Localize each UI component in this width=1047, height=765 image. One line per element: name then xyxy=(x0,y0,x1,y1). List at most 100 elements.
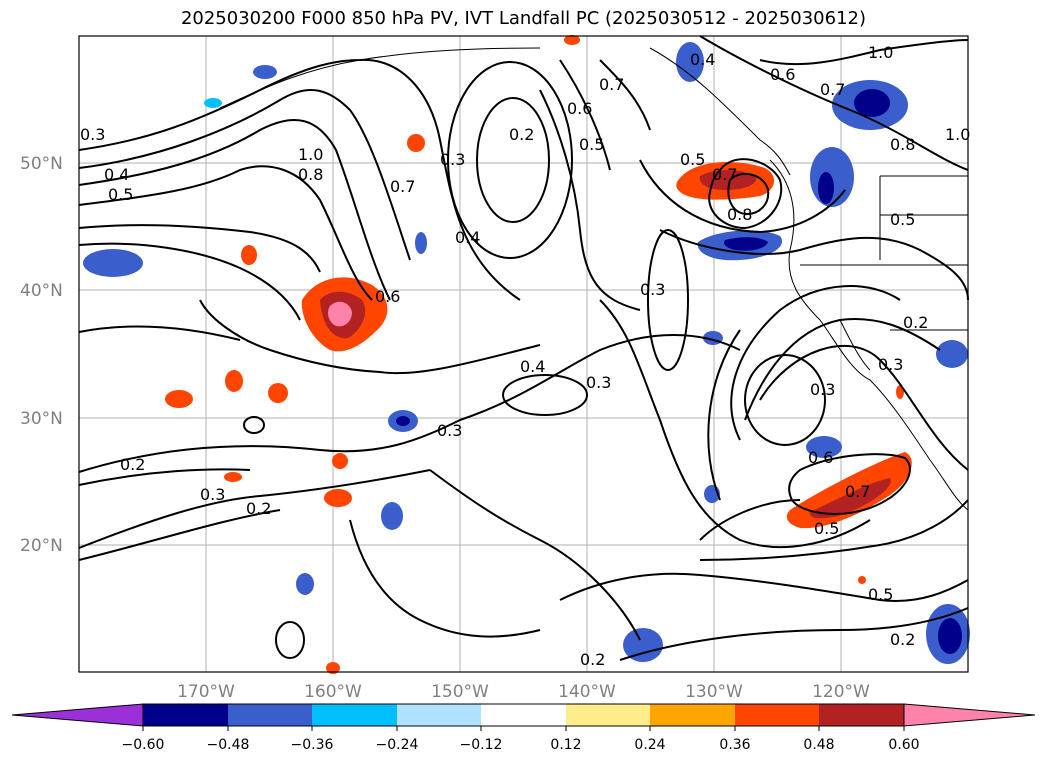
pv-negative-patch xyxy=(806,436,842,458)
contour-label: 0.8 xyxy=(727,205,752,224)
pv-negative-patch xyxy=(623,628,663,662)
contour-label: 0.7 xyxy=(820,80,845,99)
pv-positive-patch xyxy=(225,370,243,392)
colorbar-tick: −0.36 xyxy=(291,737,334,753)
colorbar-segment xyxy=(566,704,650,726)
colorbar-segment xyxy=(228,704,312,726)
contour-label: 0.2 xyxy=(120,455,145,474)
lon-label-140w: 140°W xyxy=(558,682,616,702)
pv-filled-contours xyxy=(83,35,970,674)
colorbar-segment xyxy=(312,704,397,726)
pv-negative-patch xyxy=(296,573,314,595)
contour-label: 0.4 xyxy=(455,228,480,247)
contour-label: 0.8 xyxy=(890,135,915,154)
contour-label: 0.5 xyxy=(108,185,133,204)
lon-label-150w: 150°W xyxy=(431,682,489,702)
contour-label: 0.2 xyxy=(580,650,605,669)
pv-negative-patch xyxy=(724,237,768,251)
colorbar-segment xyxy=(143,704,228,726)
contour-labels: 0.3 0.4 0.3 0.2 0.6 0.5 0.7 0.7 0.8 0.5 … xyxy=(80,43,970,669)
pv-negative-patch xyxy=(253,65,277,79)
pv-positive-patch xyxy=(809,478,891,519)
latitude-labels: 20°N 30°N 40°N 50°N xyxy=(20,154,63,556)
colorbar-tick: −0.24 xyxy=(376,737,419,753)
colorbar-segment xyxy=(397,704,481,726)
contour-label: 0.3 xyxy=(640,280,665,299)
contour-label: 0.3 xyxy=(437,421,462,440)
pv-positive-patch xyxy=(268,383,288,403)
contour-label: 0.5 xyxy=(868,585,893,604)
pv-positive-patch xyxy=(858,576,866,584)
contour-label: 0.3 xyxy=(586,373,611,392)
pv-negative-patch xyxy=(83,249,143,277)
pv-contour-lines xyxy=(78,35,969,661)
pv-positive-patch xyxy=(564,35,580,45)
pv-negative-patch xyxy=(381,502,403,530)
longitude-labels: 170°W 160°W 150°W 140°W 130°W 120°W xyxy=(177,682,870,702)
colorbar-extend-low xyxy=(11,703,144,727)
pv-negative-patch xyxy=(818,172,834,204)
lat-label-50n: 50°N xyxy=(20,154,63,174)
contour-label: 0.7 xyxy=(599,75,624,94)
pv-positive-patch xyxy=(326,662,340,674)
pv-negative-patch xyxy=(415,232,427,254)
contour-label: 0.3 xyxy=(810,380,835,399)
lat-label-40n: 40°N xyxy=(20,281,63,301)
colorbar-segment xyxy=(819,704,904,726)
contour-label: 0.5 xyxy=(680,150,705,169)
lon-label-170w: 170°W xyxy=(177,682,235,702)
lon-label-160w: 160°W xyxy=(304,682,362,702)
contour-label: 0.2 xyxy=(509,125,534,144)
colorbar-tick: 0.60 xyxy=(888,737,919,753)
colorbar-segment xyxy=(481,704,566,726)
contour-label: 0.3 xyxy=(200,485,225,504)
pv-negative-patch xyxy=(204,98,222,108)
contour-label: 0.6 xyxy=(567,99,592,118)
contour-label: 0.3 xyxy=(80,125,105,144)
contour-label: 0.2 xyxy=(903,313,928,332)
pv-positive-patch xyxy=(328,301,352,327)
lon-label-120w: 120°W xyxy=(812,682,870,702)
colorbar-outline xyxy=(142,703,905,727)
pv-positive-patch xyxy=(241,245,257,265)
lat-label-20n: 20°N xyxy=(20,536,63,556)
contour-label: 0.3 xyxy=(440,150,465,169)
colorbar-segment xyxy=(735,704,819,726)
pv-negative-patch xyxy=(396,416,410,426)
contour-label: 0.6 xyxy=(808,448,833,467)
colorbar-tick: −0.48 xyxy=(207,737,250,753)
lon-label-130w: 130°W xyxy=(685,682,743,702)
contour-label: 0.4 xyxy=(104,165,129,184)
contour-label: 0.4 xyxy=(690,50,715,69)
contour-label: 0.6 xyxy=(375,287,400,306)
contour-label: 0.3 xyxy=(878,355,903,374)
contour-label: 0.7 xyxy=(712,165,737,184)
pv-positive-patch xyxy=(324,489,352,507)
contour-label: 0.8 xyxy=(298,165,323,184)
colorbar-extend-high xyxy=(903,703,1036,727)
map-frame xyxy=(79,36,968,672)
contour-label: 0.2 xyxy=(246,499,271,518)
coastlines xyxy=(219,47,969,511)
colorbar-segment xyxy=(650,704,735,726)
contour-label: 0.5 xyxy=(890,210,915,229)
pv-positive-patch xyxy=(407,134,425,152)
pv-positive-patch xyxy=(165,390,193,408)
plot-title: 2025030200 F000 850 hPa PV, IVT Landfall… xyxy=(180,8,867,29)
contour-label: 1.0 xyxy=(868,43,893,62)
colorbar-tick: −0.12 xyxy=(460,737,503,753)
contour-label: 0.7 xyxy=(845,482,870,501)
map-border xyxy=(78,35,969,673)
colorbar-tick: 0.36 xyxy=(719,737,750,753)
pv-positive-patch xyxy=(699,170,756,190)
contour-label: 0.5 xyxy=(579,135,604,154)
pv-negative-patch xyxy=(676,42,704,82)
contour-label: 1.0 xyxy=(945,125,970,144)
contour-label: 0.2 xyxy=(890,630,915,649)
pv-positive-patch xyxy=(332,453,348,469)
contour-label: 1.0 xyxy=(298,145,323,164)
pv-negative-patch xyxy=(854,89,890,117)
pv-negative-patch xyxy=(936,340,968,368)
pv-positive-patch xyxy=(224,472,242,482)
